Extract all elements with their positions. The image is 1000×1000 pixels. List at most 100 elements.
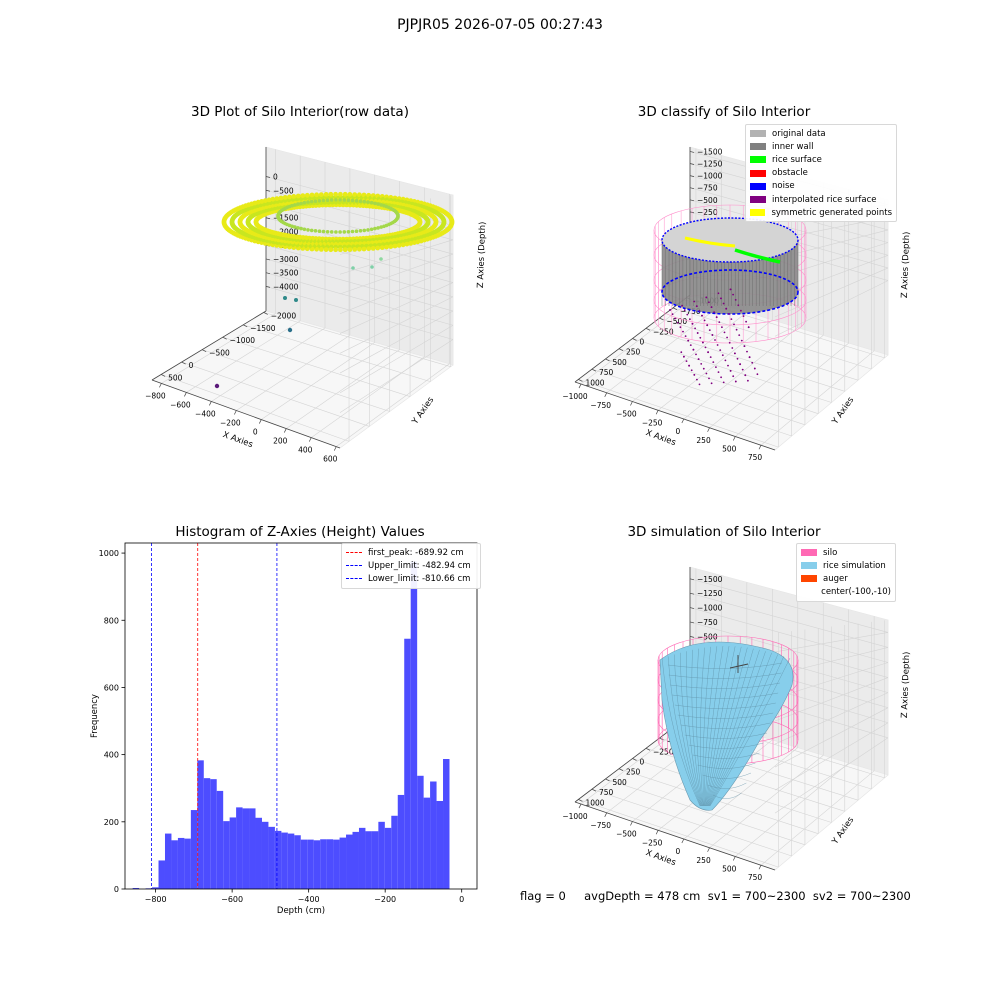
interpolated-point	[686, 313, 689, 316]
ring-point	[408, 241, 414, 246]
ring-point	[361, 246, 367, 252]
interpolated-point	[676, 321, 679, 324]
histogram-bar	[410, 561, 418, 889]
grid-line	[236, 334, 351, 411]
interpolated-point	[730, 318, 733, 320]
rice-mesh-line	[684, 732, 768, 739]
ring-point	[366, 246, 372, 252]
legend-line	[346, 552, 362, 554]
histogram-bar	[320, 839, 327, 889]
z-tick	[689, 578, 695, 581]
interpolated-point	[736, 357, 739, 360]
grid-line	[774, 267, 889, 318]
ring-point	[314, 192, 319, 198]
interpolated-point	[717, 371, 720, 373]
grid-line	[265, 258, 454, 312]
interpolated-point	[734, 352, 736, 355]
z-tick-label: −750	[697, 618, 718, 627]
histogram-bar	[249, 808, 256, 889]
z-tick	[689, 592, 695, 595]
histogram-legend: first_peak: -689.92 cm Upper_limit: -482…	[341, 543, 481, 589]
x-tick	[681, 418, 685, 424]
histogram-bar	[132, 887, 140, 889]
outlier-point	[283, 296, 287, 300]
z-tick-label: −1500	[273, 214, 299, 223]
x-tick-label: 0	[675, 847, 680, 856]
x-tick-label: 500	[722, 864, 737, 873]
x-tick-label: −800	[145, 895, 167, 904]
rice-mesh-line	[706, 647, 748, 807]
grid-line	[161, 313, 276, 384]
y-tick	[605, 778, 610, 782]
interpolated-point	[706, 324, 709, 327]
x-tick	[283, 428, 287, 433]
ring-point	[321, 229, 326, 234]
histogram-bar	[216, 790, 224, 889]
rice-mesh-line	[705, 646, 730, 807]
z-tick	[689, 607, 695, 609]
interpolated-point	[742, 315, 745, 317]
histogram-bar	[203, 778, 211, 889]
z-tick	[689, 163, 695, 165]
x-tick	[681, 838, 685, 844]
histogram-bar	[417, 775, 424, 889]
x-tick	[578, 383, 582, 389]
z-tick-label: −4000	[273, 282, 299, 291]
x-tick	[604, 812, 608, 817]
ring-point	[384, 244, 389, 250]
ring-point	[417, 218, 423, 224]
z-axis-label: Z Axies (Depth)	[476, 221, 488, 288]
ring-point	[376, 202, 380, 206]
ring-point	[278, 195, 284, 201]
rice-mesh-line	[692, 752, 760, 759]
interpolated-point	[746, 350, 748, 353]
ring-point	[329, 198, 334, 202]
interpolated-point	[756, 373, 759, 376]
ring-point	[334, 198, 338, 202]
histogram-bar	[184, 838, 191, 889]
figure-title: PJPJR05 2026-07-05 00:27:43	[397, 17, 603, 33]
interpolated-point	[707, 351, 709, 354]
x-tick	[732, 436, 736, 441]
interpolated-point	[689, 344, 692, 346]
grid-line	[263, 312, 451, 367]
legend-label: obstacle	[772, 168, 808, 179]
ring-point	[350, 229, 355, 234]
grid-line	[265, 286, 454, 340]
histogram-bar	[287, 833, 295, 889]
ring-point	[373, 201, 377, 206]
z-tick	[689, 175, 695, 177]
ring-point	[262, 198, 268, 204]
ring-point	[325, 230, 330, 234]
interpolated-point	[735, 328, 738, 331]
ring-point	[306, 200, 310, 204]
interpolated-point	[698, 383, 701, 386]
y-tick-label: 250	[626, 768, 641, 777]
interpolated-point	[684, 335, 687, 337]
z-tick-label: −500	[273, 186, 294, 195]
wall-top-noise	[661, 217, 799, 263]
x-tick-label: −1000	[562, 392, 588, 401]
x-tick	[758, 865, 762, 870]
ring-point	[300, 193, 306, 199]
ring-point	[304, 192, 310, 198]
z-tick	[689, 187, 695, 190]
histogram-bar	[300, 839, 308, 889]
y-tick-label: −1500	[250, 324, 276, 333]
interpolated-point	[701, 314, 703, 317]
grid-line	[645, 327, 845, 392]
ring-point	[369, 227, 374, 232]
interpolated-point	[724, 359, 727, 362]
interpolated-point	[696, 332, 699, 334]
y-tick-label: 0	[640, 338, 645, 347]
interpolated-point	[732, 293, 734, 296]
interpolated-point	[747, 379, 749, 382]
auger-marker	[729, 663, 749, 669]
x-tick	[707, 427, 710, 432]
legend-line	[346, 565, 362, 567]
ring-point	[328, 247, 334, 253]
grid-line	[339, 239, 454, 275]
legend-swatch	[801, 575, 817, 583]
grid-line	[222, 336, 411, 397]
ring-point	[362, 228, 367, 233]
